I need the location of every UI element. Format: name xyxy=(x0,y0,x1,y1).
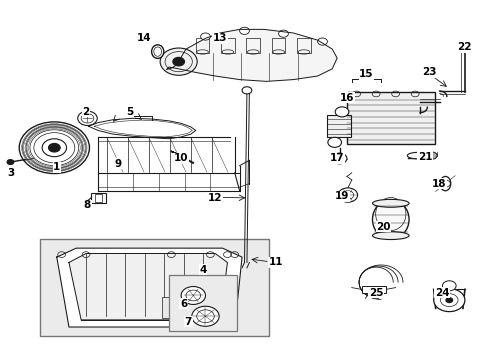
Bar xyxy=(221,38,234,53)
Bar xyxy=(346,92,434,144)
Text: 2: 2 xyxy=(82,107,89,117)
Ellipse shape xyxy=(372,199,408,207)
Text: 22: 22 xyxy=(456,42,470,52)
Bar xyxy=(271,38,285,53)
Circle shape xyxy=(181,287,205,305)
Text: 5: 5 xyxy=(126,107,133,117)
Text: 12: 12 xyxy=(207,193,222,203)
Polygon shape xyxy=(166,30,336,81)
Circle shape xyxy=(48,143,60,152)
Circle shape xyxy=(427,152,436,159)
Circle shape xyxy=(442,281,455,291)
Circle shape xyxy=(445,298,452,303)
Text: 19: 19 xyxy=(334,191,348,201)
Text: 21: 21 xyxy=(417,152,431,162)
Text: 11: 11 xyxy=(268,257,283,267)
Bar xyxy=(195,38,209,53)
Text: 7: 7 xyxy=(184,317,192,327)
Text: 3: 3 xyxy=(8,168,15,178)
Text: 13: 13 xyxy=(212,33,227,43)
Circle shape xyxy=(242,87,251,94)
Circle shape xyxy=(239,27,249,35)
Circle shape xyxy=(172,57,184,66)
Bar xyxy=(327,116,350,137)
Polygon shape xyxy=(69,253,227,320)
Text: 6: 6 xyxy=(180,299,187,309)
Text: 9: 9 xyxy=(114,159,121,169)
Bar xyxy=(91,193,105,203)
Circle shape xyxy=(191,306,219,326)
Text: 1: 1 xyxy=(53,162,61,172)
Text: 14: 14 xyxy=(137,33,152,43)
Ellipse shape xyxy=(151,45,163,58)
Circle shape xyxy=(334,107,348,117)
Text: 24: 24 xyxy=(434,288,448,298)
Circle shape xyxy=(160,48,197,75)
Bar xyxy=(168,275,237,330)
Ellipse shape xyxy=(372,231,408,239)
Text: 10: 10 xyxy=(174,153,188,163)
Circle shape xyxy=(433,289,464,312)
Bar xyxy=(246,38,260,53)
Circle shape xyxy=(337,188,357,202)
Text: 25: 25 xyxy=(368,288,383,298)
Circle shape xyxy=(317,38,327,45)
Polygon shape xyxy=(57,248,242,327)
Text: 16: 16 xyxy=(339,93,353,103)
Circle shape xyxy=(327,137,341,147)
Circle shape xyxy=(200,33,210,40)
Circle shape xyxy=(278,30,288,37)
Text: 4: 4 xyxy=(199,265,206,275)
Text: 8: 8 xyxy=(84,200,91,210)
Bar xyxy=(297,38,310,53)
Bar xyxy=(361,286,385,293)
Bar xyxy=(40,239,268,336)
Ellipse shape xyxy=(372,200,408,239)
Ellipse shape xyxy=(407,152,427,159)
Polygon shape xyxy=(171,151,178,155)
Text: 23: 23 xyxy=(422,67,436,77)
Ellipse shape xyxy=(439,176,450,191)
Text: 17: 17 xyxy=(329,153,344,163)
Text: 18: 18 xyxy=(431,179,446,189)
Bar xyxy=(161,297,198,318)
Text: 20: 20 xyxy=(375,222,390,231)
Circle shape xyxy=(331,153,346,164)
Text: 15: 15 xyxy=(358,69,373,79)
Bar xyxy=(95,194,102,202)
Circle shape xyxy=(7,159,14,165)
